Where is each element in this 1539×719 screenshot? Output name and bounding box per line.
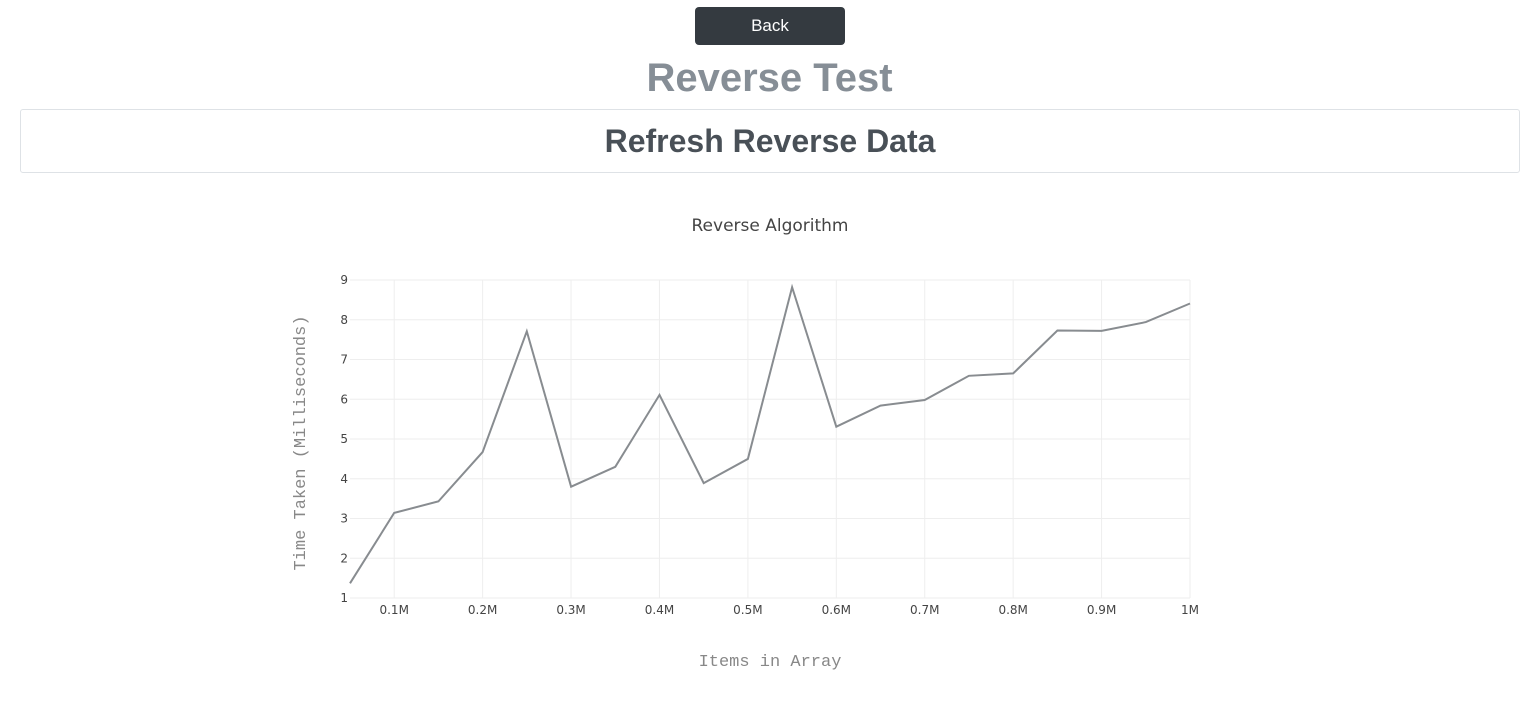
x-tick-label: 0.7M xyxy=(910,603,939,617)
x-tick-label: 0.5M xyxy=(733,603,762,617)
line-chart: 0.1M 0.2M 0.3M 0.4M 0.5M 0.6M 0.7M 0.8M 0.9M 1M 1… xyxy=(292,216,1199,672)
x-axis-title: Items in Array xyxy=(699,653,842,672)
x-tick-label: 1M xyxy=(1181,603,1199,617)
y-tick-label: 4 xyxy=(340,472,348,486)
x-tick-label: 0.3M xyxy=(556,603,585,617)
refresh-data-button[interactable]: Refresh Reverse Data xyxy=(20,109,1520,173)
x-tick-label: 0.2M xyxy=(468,603,497,617)
chart-title: Reverse Algorithm xyxy=(692,216,849,236)
grid-lines xyxy=(350,279,1191,599)
y-axis-title: Time Taken (Milliseconds) xyxy=(292,315,311,570)
y-tick-label: 2 xyxy=(340,551,348,565)
x-tick-label: 0.4M xyxy=(645,603,674,617)
series-line xyxy=(349,283,1191,584)
x-tick-label: 0.8M xyxy=(998,603,1027,617)
y-tick-label: 9 xyxy=(340,273,348,287)
back-button[interactable]: Back xyxy=(695,7,845,45)
y-tick-label: 3 xyxy=(340,512,348,526)
x-tick-label: 0.1M xyxy=(379,603,408,617)
y-tick-labels: 1 2 3 4 5 6 7 8 9 xyxy=(340,273,348,605)
y-tick-label: 5 xyxy=(340,432,348,446)
x-tick-label: 0.6M xyxy=(822,603,851,617)
y-tick-label: 8 xyxy=(340,313,348,327)
x-tick-label: 0.9M xyxy=(1087,603,1116,617)
y-tick-label: 7 xyxy=(340,353,348,367)
x-tick-labels: 0.1M 0.2M 0.3M 0.4M 0.5M 0.6M 0.7M 0.8M 0.9M 1M xyxy=(379,603,1199,617)
y-tick-label: 1 xyxy=(340,591,348,605)
y-tick-label: 6 xyxy=(340,392,348,406)
page-title: Reverse Test xyxy=(646,56,893,100)
